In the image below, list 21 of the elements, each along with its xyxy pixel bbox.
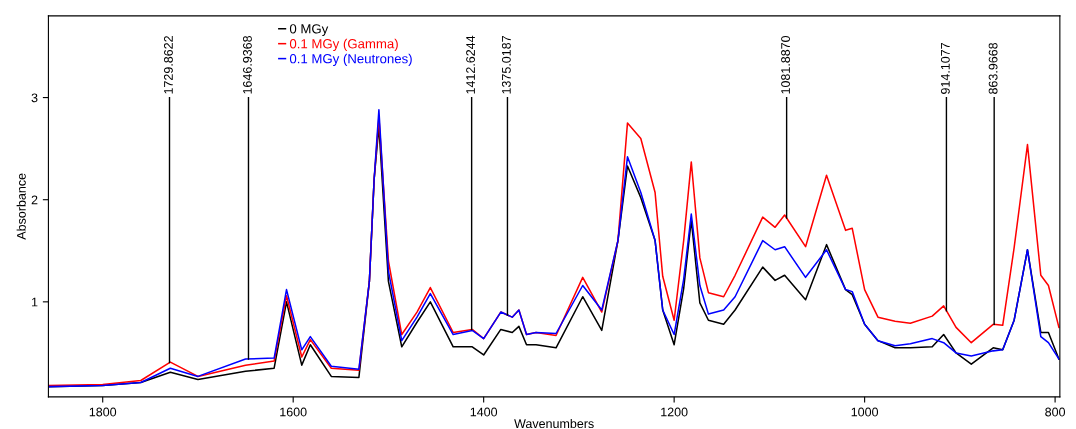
y-tick-label: 3	[31, 93, 38, 103]
x-tick-label: 1800	[89, 407, 117, 417]
ref-line-label: 1375.0187	[501, 36, 511, 94]
x-axis-title: Wavenumbers	[514, 418, 594, 429]
x-tick-label: 1400	[470, 407, 498, 417]
legend-label: 0 MGy	[289, 24, 329, 37]
ref-line-label: 863.9668	[988, 42, 998, 94]
ref-line-label: 1412.6244	[466, 35, 475, 94]
legend-label: 0.1 MGy (Neutrones)	[289, 53, 412, 66]
y-axis-title: Absorbance	[16, 173, 26, 240]
ref-line-label: 914.1077	[940, 43, 950, 94]
ref-line-label: 1729.8622	[164, 36, 173, 94]
y-tick-label: 1	[32, 297, 38, 307]
ref-line-label: 1646.9368	[242, 35, 252, 94]
x-tick-label: 1000	[851, 407, 879, 417]
x-tick-label: 1600	[280, 407, 307, 417]
x-tick-label: 1200	[661, 407, 688, 417]
y-tick-label: 2	[31, 195, 38, 205]
legend-label: 0.1 MGy (Gamma)	[289, 38, 398, 52]
x-tick-label: 800	[1045, 407, 1066, 417]
ref-line-label: 1081.8870	[781, 35, 790, 94]
